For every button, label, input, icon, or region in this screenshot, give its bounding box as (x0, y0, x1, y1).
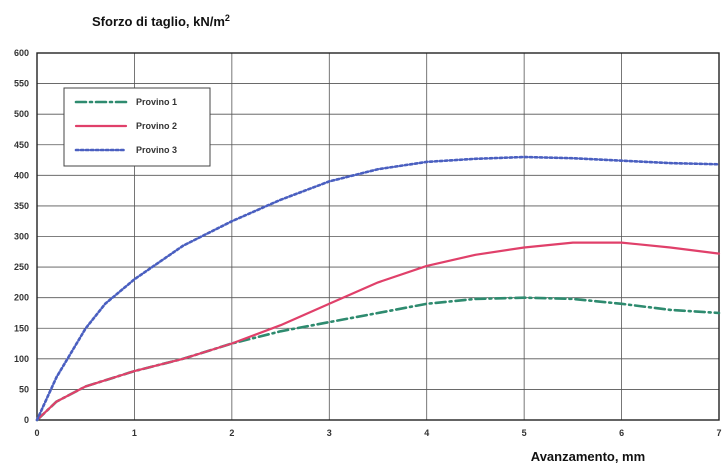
plot-frame (36, 52, 720, 421)
x-tick-label: 3 (327, 428, 332, 438)
x-tick-label: 6 (619, 428, 624, 438)
y-tick-label: 250 (14, 262, 29, 272)
y-tick-label: 500 (14, 109, 29, 119)
x-tick-label: 2 (229, 428, 234, 438)
y-tick-label: 400 (14, 170, 29, 180)
y-tick-label: 600 (14, 48, 29, 58)
series-line-2 (35, 241, 721, 422)
x-tick-label: 1 (132, 428, 137, 438)
y-tick-label: 100 (14, 354, 29, 364)
y-tick-label: 50 (19, 384, 29, 394)
legend-label: Provino 1 (136, 97, 177, 107)
x-tick-label: 7 (716, 428, 721, 438)
y-tick-label: 300 (14, 232, 29, 242)
y-tick-label: 450 (14, 140, 29, 150)
legend-label: Provino 3 (136, 145, 177, 155)
y-tick-label: 0 (24, 415, 29, 425)
y-tick-label: 350 (14, 201, 29, 211)
legend-box (63, 87, 211, 167)
y-tick-label: 200 (14, 293, 29, 303)
y-tick-label: 150 (14, 323, 29, 333)
legend: Provino 1 Provino 2 Provino 3 (63, 87, 211, 167)
legend-label: Provino 2 (136, 121, 177, 131)
x-tick-label: 5 (522, 428, 527, 438)
x-axis-title: Avanzamento, mm (531, 449, 645, 464)
y-axis-title: Sforzo di taglio, kN/m2 (92, 13, 230, 29)
series-line-3 (35, 155, 721, 422)
y-tick-label: 550 (14, 79, 29, 89)
x-tick-label: 0 (34, 428, 39, 438)
x-tick-label: 4 (424, 428, 429, 438)
